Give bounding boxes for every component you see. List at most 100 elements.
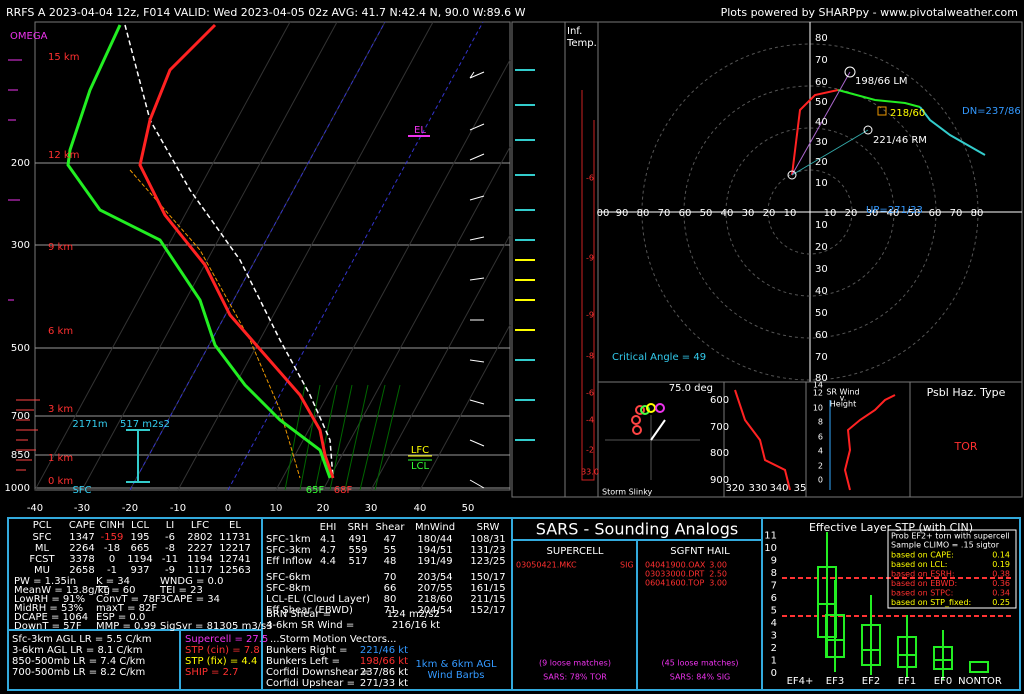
pressure-label: 300 — [11, 240, 30, 251]
label: 0.25 — [992, 598, 1010, 607]
hodo-tick: 40 — [721, 208, 734, 219]
theta-tick: 35 — [794, 483, 807, 494]
hodo-tick: 60 — [679, 208, 692, 219]
label: Sample CLIMO = .15 sigtor — [891, 541, 1000, 550]
stp-category: EF0 — [934, 676, 952, 687]
table-cell: 4.4 — [320, 556, 336, 567]
table-cell: 2264 — [69, 543, 94, 554]
label: 124 m2/s2 — [387, 609, 440, 620]
index: MeanW = 13.8g/kg — [14, 585, 110, 596]
label: 3.00 — [709, 561, 727, 570]
stp-category: EF2 — [862, 676, 880, 687]
height-label: 0 km — [48, 476, 73, 487]
inferred-value: -9 — [586, 254, 594, 263]
stp-category: NONTOR — [958, 676, 1002, 687]
table-cell: 937 — [130, 565, 149, 576]
theta-tick: 600 — [710, 395, 729, 406]
stp-tick: 0 — [771, 668, 777, 679]
lapse-rate: 850-500mb LR = 7.4 C/km — [12, 656, 145, 667]
temp-label: 40 — [414, 503, 427, 514]
hodo-tick: 20 — [815, 242, 828, 253]
table-cell: 2227 — [187, 543, 212, 554]
table-cell: 665 — [130, 543, 149, 554]
table-cell: 123/25 — [470, 556, 505, 567]
table-cell: 80 — [384, 594, 397, 605]
table-cell: 55 — [384, 545, 397, 556]
table-cell: -9 — [165, 565, 175, 576]
table-cell: -6 — [165, 532, 175, 543]
hodo-tick: 60 — [929, 208, 942, 219]
index: WNDG = 0.0 — [160, 576, 223, 587]
label: 65F — [306, 485, 325, 496]
hodo-tick: 10 — [815, 220, 828, 231]
table-header: EHI — [320, 522, 337, 533]
inferred-value: -8 — [586, 352, 594, 361]
label: 06041600.TOP — [645, 579, 704, 588]
label: Inf. — [567, 26, 582, 37]
srwind-tick: 4 — [818, 447, 823, 456]
label: 216/16 kt — [392, 620, 440, 631]
label: Storm Slinky — [602, 488, 653, 497]
stp-tick: 8 — [771, 568, 777, 579]
hodo-tick: 70 — [815, 352, 828, 363]
label: 3.00 — [709, 579, 727, 588]
table-cell: 559 — [348, 545, 367, 556]
label: SARS - Sounding Analogs — [536, 520, 738, 539]
label: 68F — [334, 485, 353, 496]
index: SigSvr = 81305 m3/s3 — [160, 621, 273, 632]
lapse-rate: 3-6km AGL LR = 8.1 C/km — [12, 645, 142, 656]
index: MidRH = 53% — [14, 603, 83, 614]
table-header: CINH — [100, 520, 125, 531]
label: 03050421.MKC — [516, 561, 577, 570]
table-cell: 11731 — [219, 532, 251, 543]
hodo-tick: 10 — [815, 178, 828, 189]
pressure-label: 200 — [11, 158, 30, 169]
label: SIG — [620, 561, 634, 570]
table-cell: 161/15 — [470, 583, 505, 594]
index: ConvT = 78F — [96, 594, 161, 605]
label: SUPERCELL — [547, 546, 604, 557]
table-cell: -1 — [107, 565, 117, 576]
table-cell: 152/17 — [470, 605, 505, 616]
label: 221/46 RM — [873, 135, 927, 146]
label: Height — [830, 400, 856, 409]
table-cell: 211/15 — [470, 594, 505, 605]
table-cell: 1194 — [127, 554, 152, 565]
hodo-tick: 70 — [658, 208, 671, 219]
bottom-panels — [7, 517, 1021, 691]
hodo-tick: 80 — [637, 208, 650, 219]
table-cell: 3378 — [69, 554, 94, 565]
table-header: LCL — [131, 520, 150, 531]
table-header: LI — [166, 520, 175, 531]
label: based on EBWD: — [891, 579, 957, 588]
label: EL — [414, 125, 426, 136]
hodo-tick: 20 — [815, 157, 828, 168]
label: TOR — [953, 440, 977, 453]
table-cell: -18 — [104, 543, 120, 554]
table-cell: 195 — [130, 532, 149, 543]
hodo-tick: 10 — [784, 208, 797, 219]
table-cell: FCST — [29, 554, 55, 565]
hodo-tick: 30 — [815, 264, 828, 275]
table-cell: ML — [35, 543, 50, 554]
table-cell: 150/17 — [470, 572, 505, 583]
table-cell: 1194 — [187, 554, 212, 565]
label: LFC — [411, 445, 429, 456]
label: 271/33 kt — [360, 678, 408, 689]
stp-tick: 5 — [771, 606, 777, 617]
label: 198/66 kt — [360, 656, 408, 667]
stp-category: EF1 — [898, 676, 916, 687]
label: 03033000.DRT — [645, 570, 704, 579]
table-cell: 194/51 — [417, 545, 452, 556]
theta-tick: 700 — [710, 422, 729, 433]
table-cell: 203/54 — [417, 572, 452, 583]
hodo-tick: 50 — [815, 308, 828, 319]
table-cell: 191/49 — [417, 556, 452, 567]
table-cell: LCL-EL (Cloud Layer) — [266, 594, 370, 605]
stp-tick: 3 — [771, 631, 777, 642]
label: v. — [840, 394, 847, 403]
temp-label: 0 — [225, 503, 231, 514]
temp-label: -10 — [170, 503, 186, 514]
label: 0.38 — [992, 570, 1010, 579]
label: 218/60 — [890, 108, 925, 119]
